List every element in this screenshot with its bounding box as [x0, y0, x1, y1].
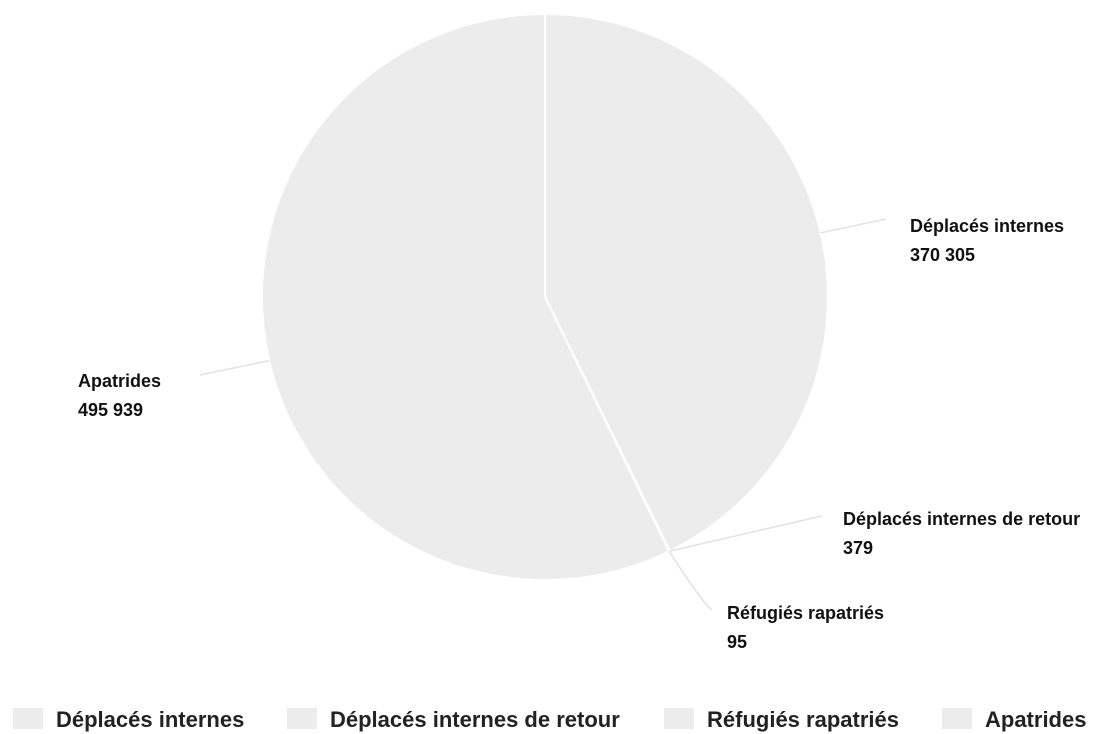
- data-label-value-refugies-rapatries: 95: [727, 632, 747, 652]
- legend-label-refugies-rapatries[interactable]: Réfugiés rapatriés: [707, 707, 899, 732]
- leader-line-refugies-rapatries: [668, 550, 713, 611]
- data-label-value-deplaces-internes: 370 305: [910, 245, 975, 265]
- slices-layer: [260, 13, 829, 581]
- data-label-value-deplaces-internes-de-retour: 379: [843, 538, 873, 558]
- data-label-name-refugies-rapatries: Réfugiés rapatriés: [727, 603, 884, 623]
- legend-label-deplaces-internes-de-retour[interactable]: Déplacés internes de retour: [330, 707, 620, 732]
- legend-swatch-deplaces-internes[interactable]: [13, 708, 43, 729]
- leader-line-deplaces-internes: [820, 218, 887, 234]
- leader-line-apatrides: [199, 359, 270, 376]
- leader-lines-layer: [199, 218, 887, 611]
- data-label-name-apatrides: Apatrides: [78, 371, 161, 391]
- data-labels-layer: Déplacés internes 370 305 Déplacés interne…: [78, 216, 1080, 652]
- data-label-name-deplaces-internes: Déplacés internes: [910, 216, 1064, 236]
- data-label-name-deplaces-internes-de-retour: Déplacés internes de retour: [843, 509, 1080, 529]
- legend-swatch-refugies-rapatries[interactable]: [664, 708, 694, 729]
- legend-swatch-apatrides[interactable]: [942, 708, 972, 729]
- legend-swatch-deplaces-internes-de-retour[interactable]: [287, 708, 317, 729]
- legend: Déplacés internes Déplacés internes de re…: [13, 707, 1086, 732]
- data-label-value-apatrides: 495 939: [78, 400, 143, 420]
- pie-slice-apatrides[interactable]: [260, 13, 671, 581]
- pie-slice-deplaces-internes[interactable]: [544, 13, 829, 552]
- legend-label-deplaces-internes[interactable]: Déplacés internes: [56, 707, 244, 732]
- legend-label-apatrides[interactable]: Apatrides: [985, 707, 1086, 732]
- leader-line-deplaces-internes-de-retour: [669, 515, 823, 552]
